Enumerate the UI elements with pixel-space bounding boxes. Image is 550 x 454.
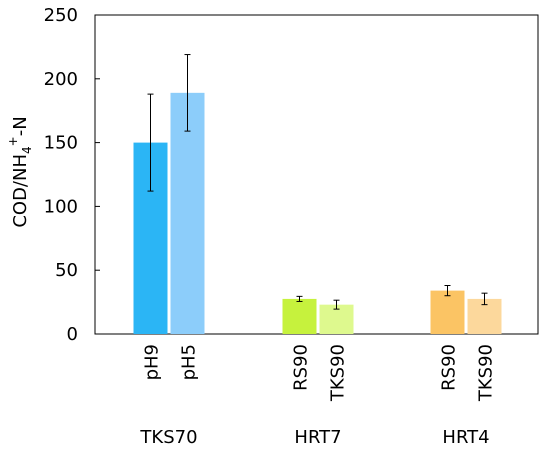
y-axis-title-text: COD/NH4+-N xyxy=(6,116,34,227)
y-axis-title: COD/NH4+-N xyxy=(6,116,34,227)
y-axis-title-sup: + xyxy=(6,136,20,146)
category-label: RS90 xyxy=(291,344,312,391)
category-label: TKS90 xyxy=(476,344,497,402)
group-label: HRT4 xyxy=(442,427,489,448)
y-tick-label: 0 xyxy=(67,324,78,345)
y-tick-label: 150 xyxy=(44,133,78,154)
y-axis-title-suffix: -N xyxy=(10,116,31,136)
y-axis-title-base: COD/NH xyxy=(10,154,31,228)
group-label: TKS70 xyxy=(139,427,197,448)
y-axis-title-sub: 4 xyxy=(20,146,34,154)
bar xyxy=(430,290,465,334)
y-tick-label: 100 xyxy=(44,196,78,217)
bar xyxy=(282,298,317,334)
y-tick-label: 200 xyxy=(44,69,78,90)
category-label: RS90 xyxy=(439,344,460,391)
category-label: pH5 xyxy=(179,344,200,380)
group-label: HRT7 xyxy=(294,427,341,448)
category-label: pH9 xyxy=(142,344,163,380)
y-tick-label: 250 xyxy=(44,5,78,26)
category-label: TKS90 xyxy=(328,344,349,402)
bar xyxy=(170,92,205,334)
y-tick-label: 50 xyxy=(55,260,78,281)
